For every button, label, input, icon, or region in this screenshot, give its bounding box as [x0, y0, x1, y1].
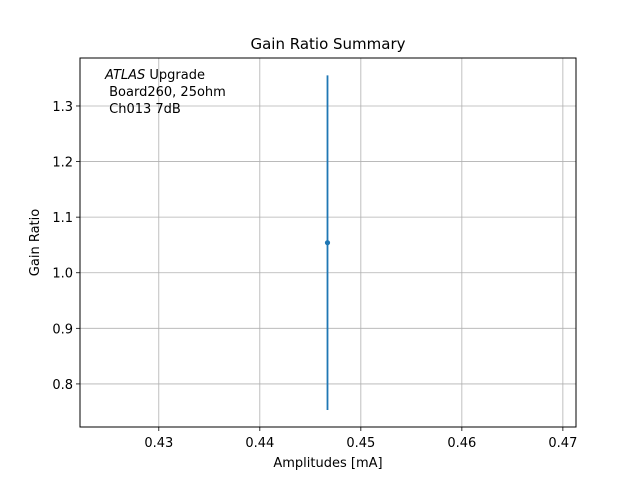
annotation-line-1: ATLAS Upgrade — [104, 68, 205, 83]
y-tick-label: 1.1 — [52, 211, 73, 226]
y-tick-label: 0.9 — [52, 322, 73, 337]
x-tick-label: 0.46 — [447, 436, 476, 451]
annotation-line-2: Board260, 25ohm — [105, 85, 226, 100]
x-tick-label: 0.45 — [346, 436, 375, 451]
annotation-italic-1: ATLAS — [104, 68, 145, 83]
data-point — [324, 240, 331, 246]
x-tick-label: 0.44 — [245, 436, 274, 451]
data-series — [324, 75, 331, 411]
x-tick-label: 0.43 — [144, 436, 173, 451]
y-tick-label: 1.3 — [52, 100, 73, 115]
chart-title: Gain Ratio Summary — [250, 35, 405, 53]
x-axis-label: Amplitudes [mA] — [273, 456, 382, 471]
axis-ticks: 0.43 0.44 0.45 0.46 0.47 0.8 0.9 1.0 1.1 1.2 1.3 — [52, 100, 577, 451]
y-tick-label: 1.0 — [52, 267, 73, 282]
y-axis-label: Gain Ratio — [28, 209, 43, 276]
y-tick-label: 0.8 — [52, 378, 73, 393]
x-tick-label: 0.47 — [548, 436, 577, 451]
annotation-text-1: Upgrade — [145, 68, 205, 83]
annotation-line-3: Ch013 7dB — [105, 102, 181, 117]
plot-frame — [79, 57, 577, 428]
y-tick-label: 1.2 — [52, 156, 73, 171]
